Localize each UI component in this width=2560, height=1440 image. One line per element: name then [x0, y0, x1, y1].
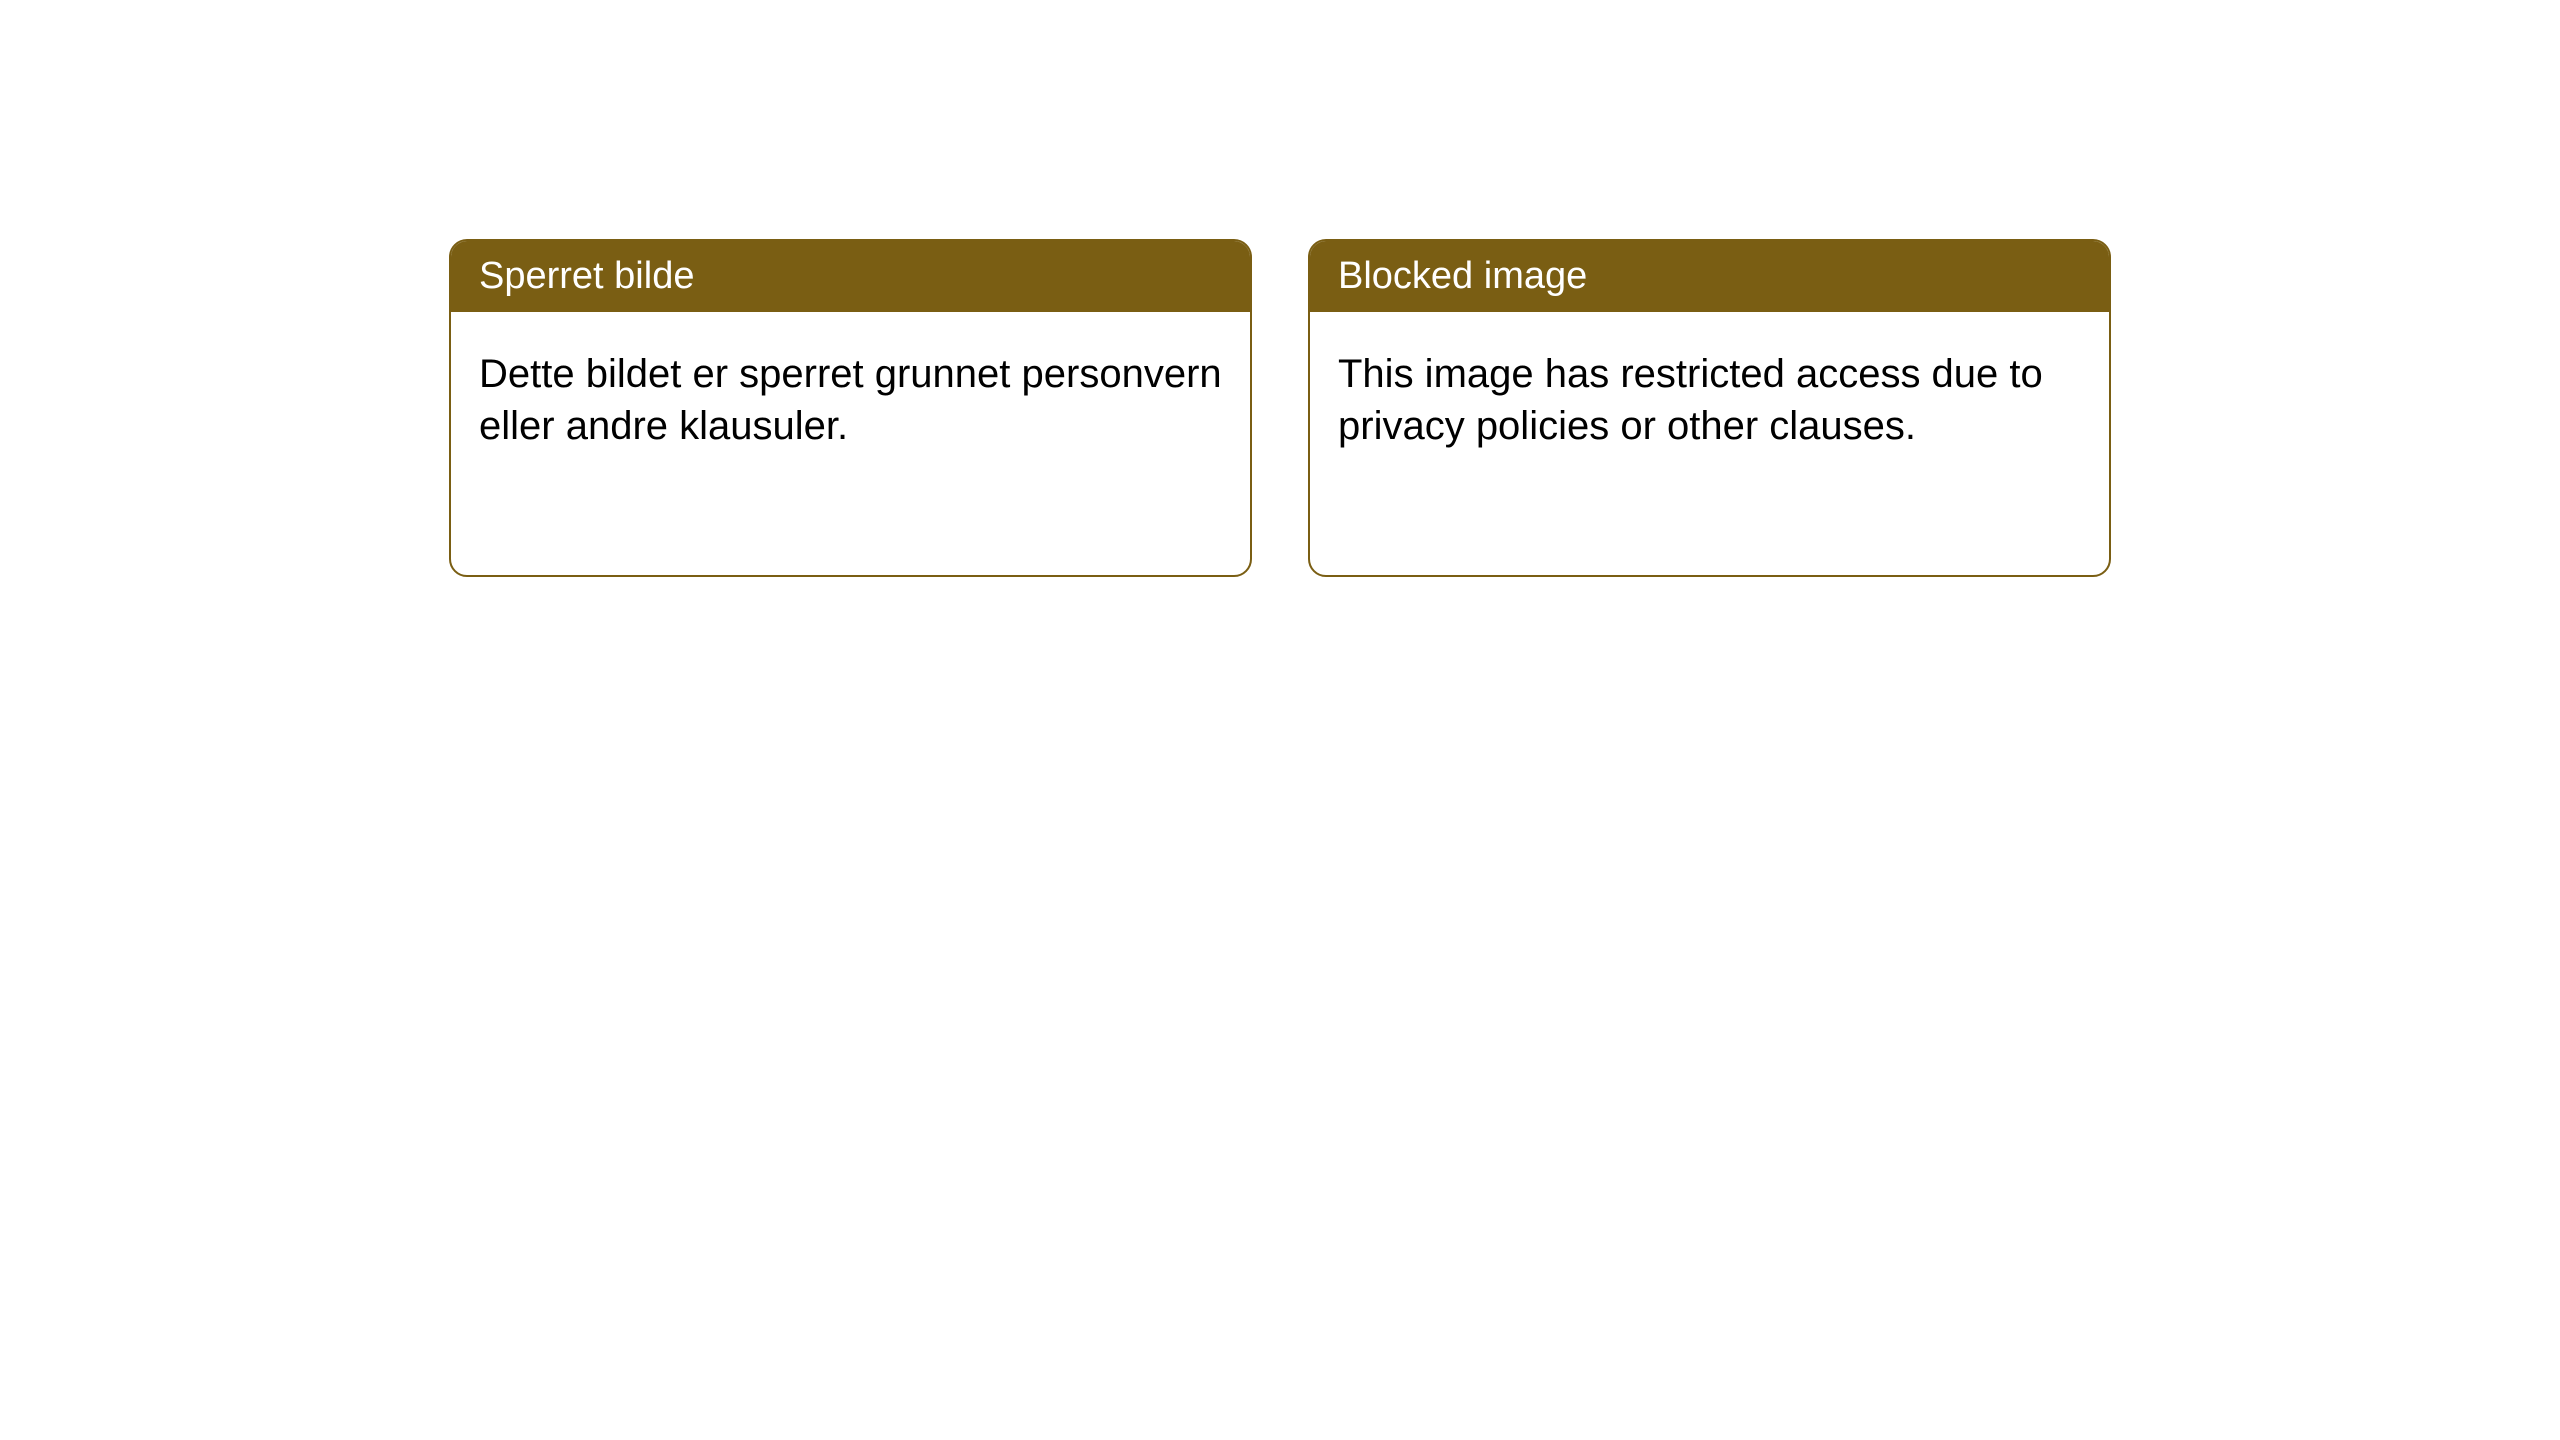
card-body-text: This image has restricted access due to …	[1338, 352, 2043, 448]
card-body: This image has restricted access due to …	[1310, 312, 2109, 488]
card-body: Dette bildet er sperret grunnet personve…	[451, 312, 1250, 488]
card-title: Blocked image	[1338, 255, 1587, 297]
card-header: Sperret bilde	[451, 241, 1250, 312]
card-header: Blocked image	[1310, 241, 2109, 312]
notice-card-container: Sperret bilde Dette bildet er sperret gr…	[449, 239, 2111, 577]
notice-card-english: Blocked image This image has restricted …	[1308, 239, 2111, 577]
notice-card-norwegian: Sperret bilde Dette bildet er sperret gr…	[449, 239, 1252, 577]
card-body-text: Dette bildet er sperret grunnet personve…	[479, 352, 1222, 448]
card-title: Sperret bilde	[479, 255, 694, 297]
